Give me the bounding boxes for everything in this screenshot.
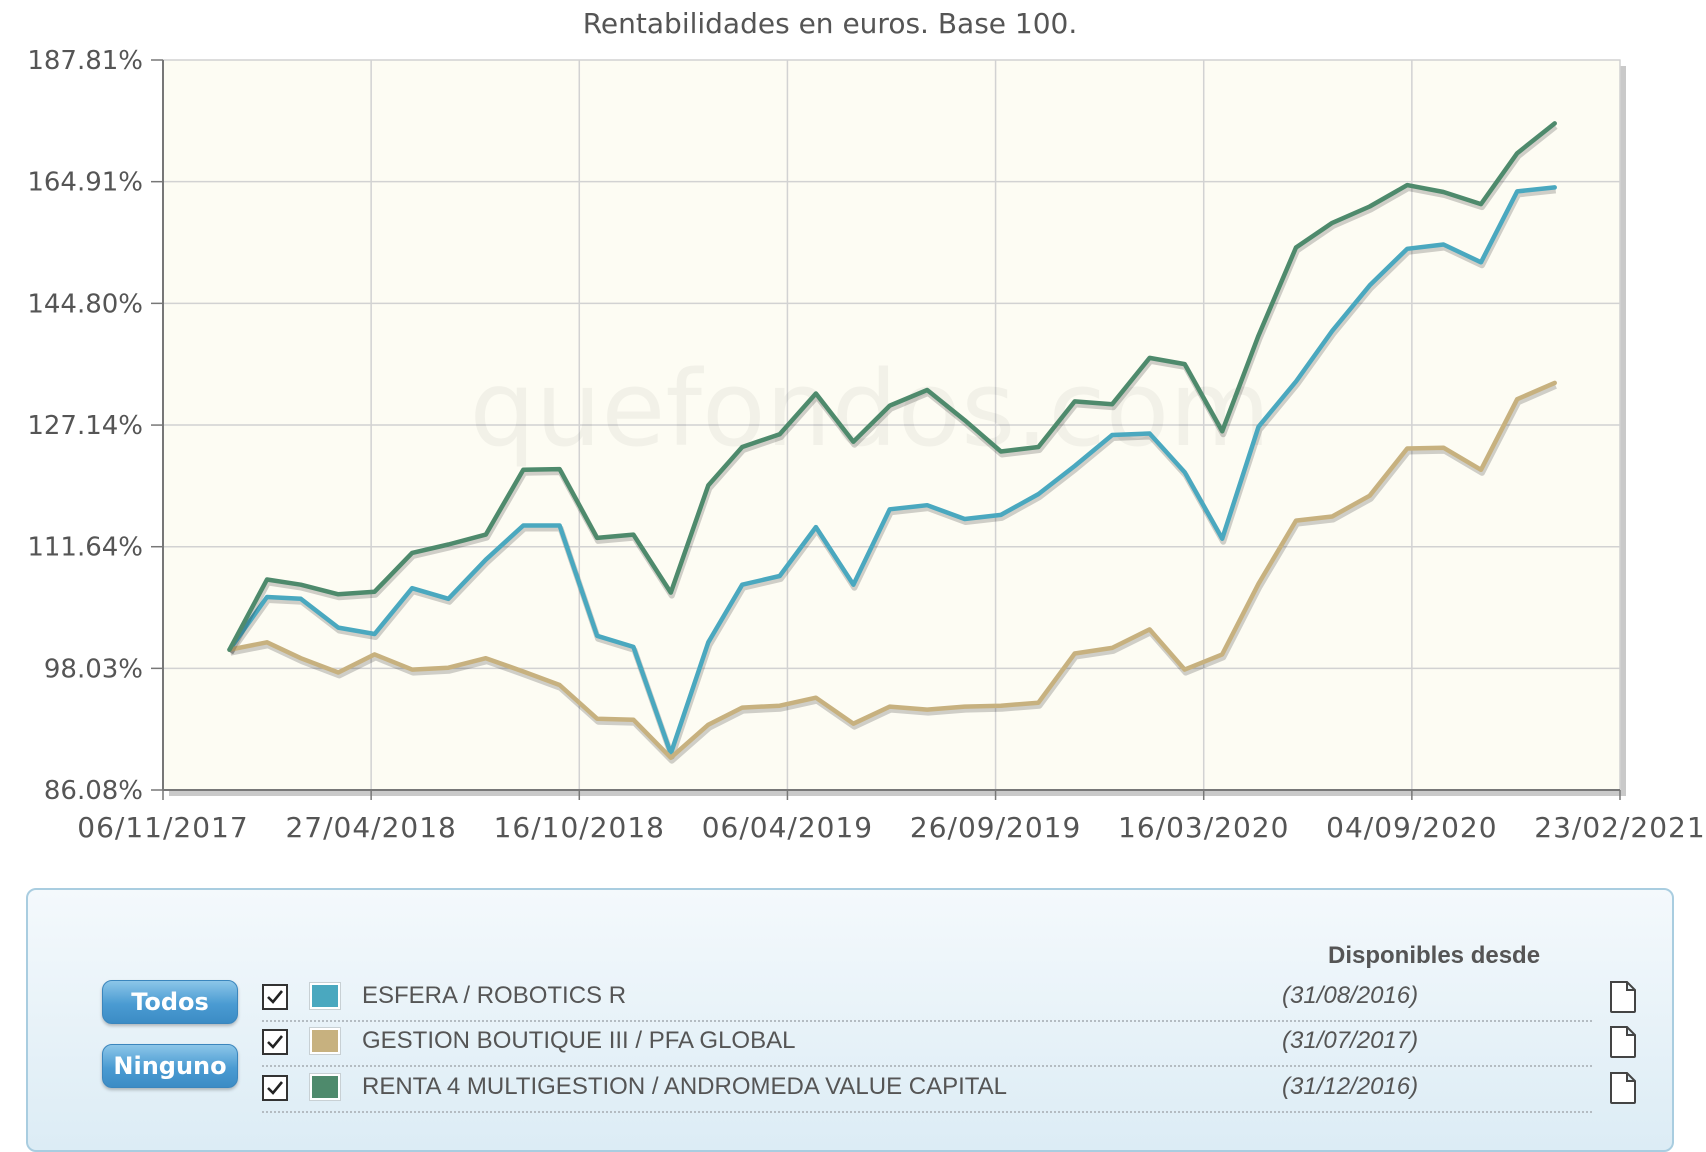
chart-area: Rentabilidades en euros. Base 100. quefo…	[27, 7, 1705, 844]
checkmark-icon	[267, 1035, 284, 1049]
legend-row: GESTION BOUTIQUE III / PFA GLOBAL (31/07…	[262, 1021, 1636, 1067]
series-checkbox[interactable]	[262, 1029, 288, 1055]
fund-available-date: (31/12/2016)	[1282, 1073, 1419, 1100]
x-tick-label: 23/02/2021	[1534, 811, 1705, 844]
y-tick-label: 86.08%	[44, 776, 143, 806]
available-since-header: Disponibles desde	[1328, 942, 1541, 969]
y-tick-label: 164.91%	[27, 168, 143, 198]
series-checkbox[interactable]	[262, 1075, 288, 1101]
legend-row: RENTA 4 MULTIGESTION / ANDROMEDA VALUE C…	[262, 1067, 1636, 1113]
checkmark-icon	[267, 990, 284, 1004]
fund-name: ESFERA / ROBOTICS R	[362, 982, 627, 1009]
x-tick-label: 27/04/2018	[285, 811, 456, 844]
x-tick-label: 16/10/2018	[494, 811, 665, 844]
select-none-button[interactable]: Ninguno	[102, 1044, 238, 1088]
x-tick-label: 16/03/2020	[1118, 811, 1289, 844]
fund-available-date: (31/07/2017)	[1282, 1027, 1419, 1054]
x-tick-label: 06/11/2017	[77, 811, 248, 844]
chart-title: Rentabilidades en euros. Base 100.	[583, 7, 1078, 40]
checkmark-icon	[267, 1081, 284, 1095]
y-tick-label: 144.80%	[27, 289, 143, 319]
y-tick-label: 127.14%	[27, 411, 143, 441]
select-all-button[interactable]: Todos	[102, 980, 238, 1024]
series-line	[227, 185, 1557, 756]
line-chart: Rentabilidades en euros. Base 100. quefo…	[27, 7, 1705, 844]
fund-name: RENTA 4 MULTIGESTION / ANDROMEDA VALUE C…	[362, 1073, 1008, 1100]
series-line	[227, 121, 1557, 652]
document-icon[interactable]	[1608, 980, 1638, 1014]
document-icon[interactable]	[1608, 1071, 1638, 1105]
x-tick-label: 04/09/2020	[1326, 811, 1497, 844]
series-color-swatch	[309, 982, 341, 1010]
series-checkbox[interactable]	[262, 984, 288, 1010]
series-line-shadow	[227, 124, 1558, 655]
series-line-shadow	[229, 383, 1557, 764]
x-tick-label: 26/09/2019	[910, 811, 1081, 844]
x-tick-label: 06/04/2019	[702, 811, 873, 844]
series-color-swatch	[309, 1073, 341, 1101]
series-color-swatch	[309, 1027, 341, 1055]
legend-row: ESFERA / ROBOTICS R (31/08/2016)	[262, 976, 1636, 1022]
fund-name: GESTION BOUTIQUE III / PFA GLOBAL	[362, 1027, 796, 1054]
document-icon[interactable]	[1608, 1025, 1638, 1059]
y-tick-label: 98.03%	[44, 654, 143, 684]
y-tick-label: 111.64%	[27, 533, 143, 563]
y-tick-label: 187.81%	[27, 46, 143, 76]
fund-available-date: (31/08/2016)	[1282, 982, 1419, 1009]
series-line	[227, 380, 1557, 760]
legend-panel: Todos Ninguno Disponibles desde ESFERA /…	[26, 888, 1674, 1152]
watermark-text: quefondos.com	[469, 348, 1270, 470]
